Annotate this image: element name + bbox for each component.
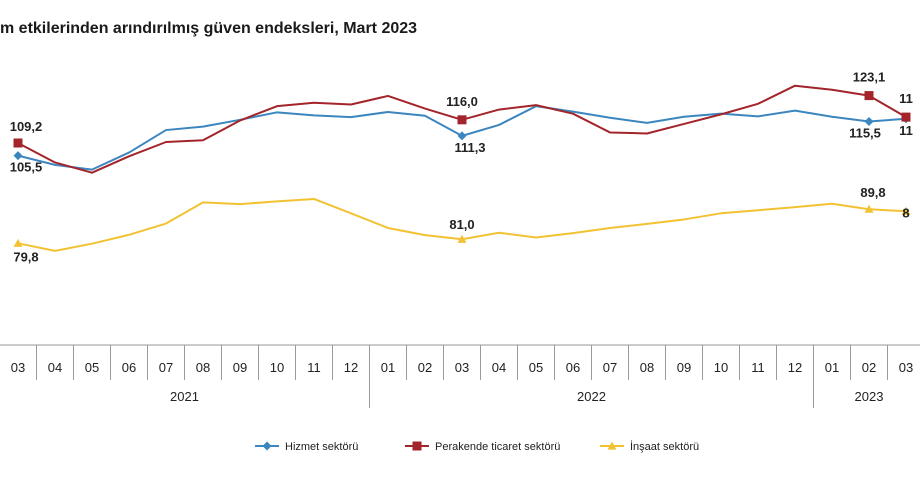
x-tick-label: 02 (418, 360, 432, 375)
legend: Hizmet sektörü Perakende ticaret sektörü İ… (255, 440, 699, 453)
chart-title: m etkilerinden arındırılmış güven endeks… (0, 20, 418, 37)
data-point-marker (864, 204, 874, 213)
x-tick-label: 08 (640, 360, 654, 375)
data-label: 116,0 (446, 94, 478, 109)
data-label: 123,1 (853, 70, 886, 85)
x-tick-label: 01 (381, 360, 395, 375)
series-markers (13, 91, 911, 247)
legend-label: Hizmet sektörü (285, 441, 358, 453)
data-label: 81,0 (449, 217, 474, 232)
x-tick-label: 08 (196, 360, 210, 375)
x-tick-label: 02 (862, 360, 876, 375)
x-tick-label: 10 (270, 360, 284, 375)
legend-label: İnşaat sektörü (630, 440, 699, 453)
data-point-marker (901, 206, 911, 215)
x-tick-label: 12 (788, 360, 802, 375)
x-tick-label: 05 (529, 360, 543, 375)
data-point-marker (457, 115, 467, 125)
data-label: 105,5 (10, 160, 43, 175)
data-point-marker (864, 91, 874, 101)
data-label: 89,8 (860, 185, 885, 200)
data-label: 111,3 (454, 140, 485, 155)
data-point-marker (864, 117, 874, 127)
legend-label: Perakende ticaret sektörü (435, 441, 560, 453)
x-tick-label: 04 (492, 360, 506, 375)
data-label: 8 (902, 205, 909, 220)
x-tick-label: 03 (899, 360, 913, 375)
data-label: 115,5 (849, 126, 881, 141)
data-point-marker (13, 238, 23, 247)
legend-marker (262, 441, 272, 451)
data-label: 79,8 (13, 249, 38, 264)
data-label: 11 (899, 91, 913, 106)
year-label: 2021 (170, 389, 199, 404)
data-labels: 105,5 111,3 115,5 11 109,2 116,0 123,1 11 79,8 81… (10, 70, 913, 265)
x-axis: 03 04 05 06 07 08 09 10 11 12 01 02 03 04 05 06 07 08 09 10… (0, 344, 920, 408)
legend-marker (412, 441, 422, 451)
x-tick-label: 11 (307, 360, 321, 375)
x-tick-label: 07 (603, 360, 617, 375)
legend-marker (607, 441, 617, 450)
x-tick-label: 03 (455, 360, 469, 375)
data-point-marker (901, 112, 911, 122)
data-label: 109,2 (10, 119, 43, 134)
x-tick-label: 05 (85, 360, 99, 375)
x-tick-label: 06 (122, 360, 136, 375)
x-tick-label: 01 (825, 360, 839, 375)
x-tick-label: 06 (566, 360, 580, 375)
data-point-marker (457, 131, 467, 141)
x-tick-label: 09 (233, 360, 247, 375)
x-tick-label: 10 (714, 360, 728, 375)
data-label: 11 (899, 123, 913, 138)
year-label: 2023 (855, 389, 884, 404)
data-point-marker (457, 234, 467, 243)
year-label: 2022 (577, 389, 606, 404)
x-tick-label: 07 (159, 360, 173, 375)
x-tick-label: 12 (344, 360, 358, 375)
x-tick-label: 11 (751, 360, 765, 375)
data-point-marker (13, 138, 23, 148)
data-point-marker (13, 151, 23, 161)
x-tick-label: 04 (48, 360, 62, 375)
x-tick-label: 09 (677, 360, 691, 375)
x-tick-label: 03 (11, 360, 25, 375)
